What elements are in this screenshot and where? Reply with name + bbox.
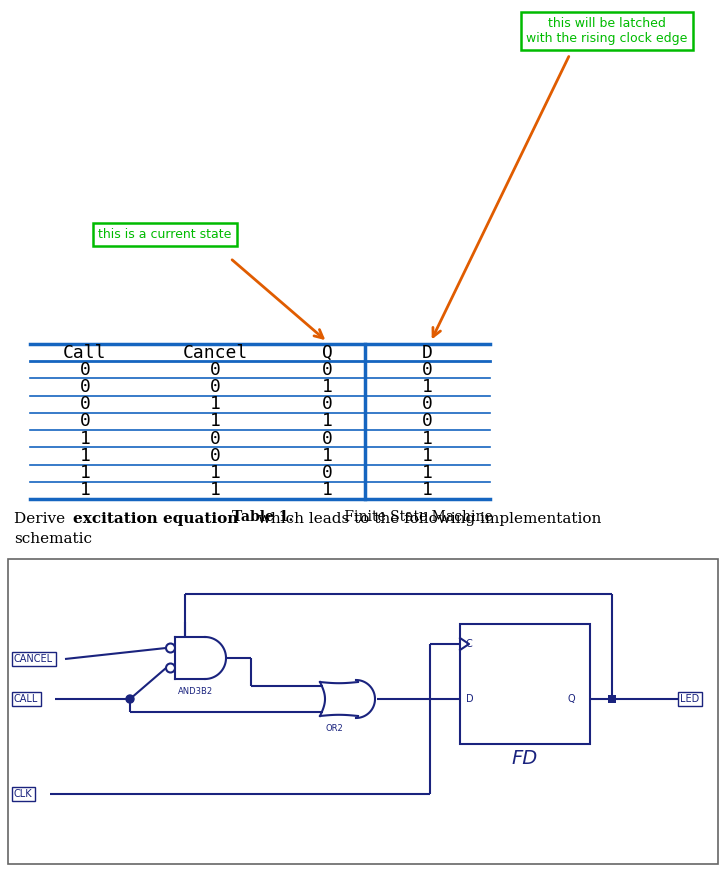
Text: 1: 1 <box>322 413 333 431</box>
Circle shape <box>166 643 175 653</box>
Text: schematic: schematic <box>14 532 92 546</box>
Text: 1: 1 <box>422 378 433 396</box>
Circle shape <box>166 663 175 672</box>
Text: 0: 0 <box>322 395 333 413</box>
Text: 1: 1 <box>322 378 333 396</box>
Text: CLK: CLK <box>14 789 33 799</box>
Text: 1: 1 <box>422 464 433 482</box>
Text: D: D <box>422 343 433 362</box>
Text: AND3B2: AND3B2 <box>178 687 213 696</box>
Text: 0: 0 <box>80 361 91 378</box>
Text: 0: 0 <box>422 361 433 378</box>
Text: 1: 1 <box>210 482 221 499</box>
Text: which leads to the following implementation: which leads to the following implementat… <box>253 512 601 526</box>
Text: 1: 1 <box>80 482 91 499</box>
Text: Call: Call <box>63 343 107 362</box>
Text: 0: 0 <box>322 464 333 482</box>
Text: CALL: CALL <box>14 694 38 704</box>
Text: 0: 0 <box>322 430 333 447</box>
Text: Q: Q <box>322 343 333 362</box>
Text: 1: 1 <box>210 395 221 413</box>
Bar <box>608 695 616 703</box>
Text: 0: 0 <box>322 361 333 378</box>
Text: this is a current state: this is a current state <box>98 227 232 240</box>
Text: 1: 1 <box>422 447 433 465</box>
Text: 1: 1 <box>422 482 433 499</box>
Text: 0: 0 <box>210 378 221 396</box>
Text: 0: 0 <box>210 361 221 378</box>
Text: 1: 1 <box>322 482 333 499</box>
Text: Table 1.: Table 1. <box>232 510 294 524</box>
Text: 0: 0 <box>80 413 91 431</box>
Text: Q: Q <box>568 694 576 704</box>
Text: LED: LED <box>680 694 699 704</box>
Text: 1: 1 <box>80 447 91 465</box>
Text: Finite State Machine: Finite State Machine <box>340 510 493 524</box>
Text: D: D <box>466 694 473 704</box>
Text: OR2: OR2 <box>325 724 343 733</box>
Text: 1: 1 <box>80 464 91 482</box>
Text: FD: FD <box>512 750 538 768</box>
Text: 1: 1 <box>322 447 333 465</box>
Text: 1: 1 <box>422 430 433 447</box>
Text: 0: 0 <box>80 378 91 396</box>
Text: C: C <box>466 639 473 649</box>
Text: 0: 0 <box>210 430 221 447</box>
Text: excitation equation: excitation equation <box>73 512 238 526</box>
Bar <box>460 624 590 744</box>
Text: 0: 0 <box>422 395 433 413</box>
Text: 0: 0 <box>422 413 433 431</box>
Text: Cancel: Cancel <box>182 343 248 362</box>
Text: 1: 1 <box>210 464 221 482</box>
Text: 1: 1 <box>80 430 91 447</box>
Text: 0: 0 <box>80 395 91 413</box>
Circle shape <box>126 695 134 703</box>
Text: this will be latched
with the rising clock edge: this will be latched with the rising clo… <box>526 17 688 45</box>
Text: CANCEL: CANCEL <box>14 654 53 664</box>
Bar <box>8 559 718 864</box>
Text: Derive: Derive <box>14 512 70 526</box>
Text: 1: 1 <box>210 413 221 431</box>
Text: 0: 0 <box>210 447 221 465</box>
